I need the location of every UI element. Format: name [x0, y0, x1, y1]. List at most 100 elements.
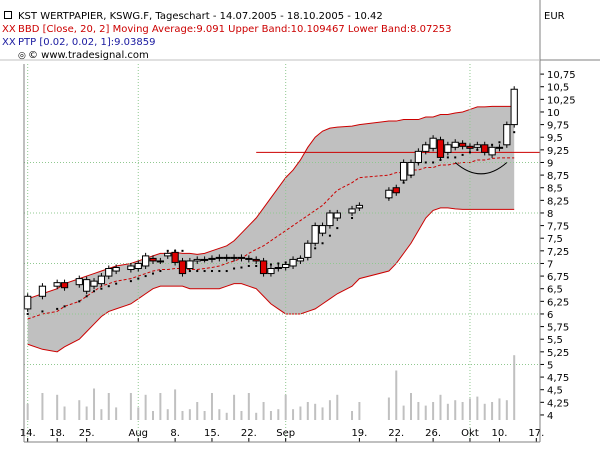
candle-down: [392, 187, 400, 194]
candle-up: [53, 282, 61, 287]
sar-dot: [424, 161, 427, 164]
candle-up: [296, 257, 305, 262]
sar-dot: [247, 264, 250, 267]
volume-bar: [299, 406, 302, 420]
candle-up: [274, 267, 282, 270]
candle-up: [193, 258, 201, 262]
candle-up: [333, 212, 341, 219]
candle-up: [200, 258, 209, 261]
volume-bar: [351, 411, 354, 420]
volume-bar: [424, 405, 427, 420]
volume-bar: [255, 412, 258, 420]
candle-up: [186, 260, 194, 270]
source-label: © www.tradesignal.com: [28, 50, 149, 61]
volume-bar: [262, 402, 265, 420]
y-tick-label: 8,75: [547, 171, 569, 182]
sar-dot: [26, 312, 29, 315]
volume-bar: [107, 393, 110, 420]
x-tick-label: 22.: [388, 428, 404, 439]
bollinger-band-area: [27, 106, 515, 352]
moving-average-line: [27, 157, 515, 320]
sar-dot: [137, 277, 140, 280]
x-tick-label: 25.: [79, 428, 95, 439]
volume-bar: [247, 393, 250, 420]
sar-dot: [225, 270, 228, 273]
sar-dot: [181, 249, 184, 252]
volume-bar: [358, 402, 361, 420]
volume-bar: [85, 406, 88, 420]
sar-dot: [203, 270, 206, 273]
sar-dot: [159, 270, 162, 273]
volume-bar: [454, 400, 457, 420]
volume-bar: [144, 394, 147, 420]
bollinger-lower-line: [27, 207, 515, 353]
candle-down: [237, 256, 246, 259]
volume-bar: [476, 396, 479, 420]
candle-up: [311, 225, 319, 244]
y-tick-label: 7,25: [547, 247, 569, 258]
volume-bar: [439, 394, 442, 420]
candle-up: [282, 263, 290, 269]
volume-bar: [181, 411, 184, 420]
volume-bar: [336, 394, 339, 420]
currency-label: EUR: [544, 11, 565, 22]
candle-down: [171, 251, 179, 263]
volume-bar: [203, 411, 206, 420]
candle-up: [326, 212, 334, 227]
indicator-sar-label: PTP [0.02, 0.02, 1]:9.03859: [18, 37, 156, 48]
sar-dot: [196, 270, 199, 273]
sar-dot: [115, 282, 118, 285]
x-tick-label: Okt: [461, 428, 479, 439]
candle-up: [127, 265, 135, 271]
sar-dot: [233, 267, 236, 270]
volume-bar: [240, 411, 243, 420]
volume-bar: [461, 402, 464, 420]
volume-bar: [78, 400, 81, 420]
candle-up: [407, 161, 415, 176]
sar-dot: [63, 305, 66, 308]
sar-dot: [218, 270, 221, 273]
y-tick-label: 9,25: [547, 146, 569, 157]
volume-bar: [277, 409, 280, 420]
sar-dot: [269, 263, 272, 266]
y-tick-label: 10,25: [547, 95, 576, 106]
y-tick-label: 6: [547, 310, 553, 321]
volume-bar: [402, 405, 405, 420]
candle-down: [60, 282, 69, 289]
volume-bar: [188, 409, 191, 420]
candle-down: [481, 144, 489, 153]
y-tick-label: 7,5: [547, 234, 563, 245]
y-tick-label: 7,75: [547, 222, 569, 233]
volume-bar: [41, 393, 44, 420]
sar-dot: [314, 247, 317, 250]
x-tick-label: 19.: [351, 428, 367, 439]
candle-up: [422, 144, 430, 152]
y-tick-label: 5,5: [547, 335, 563, 346]
globe-icon: ◎: [18, 51, 26, 61]
bollinger-swatch-icon: XX: [2, 24, 16, 35]
sar-dot: [321, 242, 324, 245]
candle-up: [141, 255, 150, 267]
x-tick-label: 26.: [425, 428, 441, 439]
x-tick-label: Aug: [128, 428, 148, 439]
y-tick-label: 6,75: [547, 272, 569, 283]
candle-up: [156, 260, 165, 263]
candle-up: [429, 137, 437, 149]
candle-up: [289, 258, 297, 267]
volume-bar: [321, 407, 324, 420]
sar-dot: [328, 234, 331, 237]
sar-dot: [152, 272, 154, 275]
sar-dot: [144, 275, 147, 278]
volume-bar: [269, 411, 272, 420]
candle-up: [38, 285, 47, 297]
volume-bar: [218, 409, 221, 420]
volume-bar: [410, 393, 412, 420]
y-tick-label: 10,5: [547, 83, 569, 94]
sar-dot: [78, 300, 81, 303]
candle-up: [90, 280, 98, 287]
sar-dot: [93, 290, 96, 293]
candle-up: [444, 144, 452, 153]
volume-bar: [292, 409, 295, 420]
candle-up: [488, 146, 496, 156]
chart-title: KST WERTPAPIER, KSWG.F, Tageschart - 14.…: [18, 11, 383, 22]
